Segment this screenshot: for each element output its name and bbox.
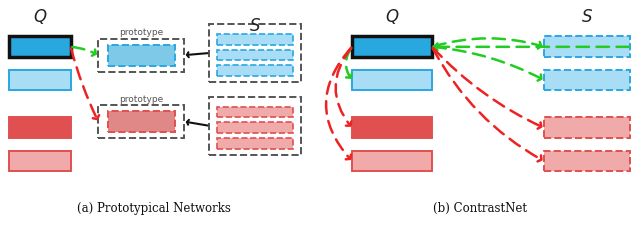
Bar [544, 70, 630, 90]
Bar [9, 118, 70, 138]
Bar [209, 24, 301, 82]
Bar [9, 151, 70, 171]
Bar [9, 70, 70, 90]
Bar [352, 151, 432, 171]
Bar [216, 138, 293, 149]
Bar [9, 36, 70, 57]
Bar [352, 36, 432, 57]
Bar [108, 45, 175, 66]
Bar [99, 105, 184, 138]
Bar [352, 118, 432, 138]
Bar [352, 70, 432, 90]
Bar [209, 97, 301, 155]
Bar [216, 107, 293, 118]
Bar [216, 65, 293, 76]
Text: $S$: $S$ [581, 9, 593, 26]
Text: $S$: $S$ [249, 18, 261, 35]
Bar [216, 50, 293, 60]
Text: $Q$: $Q$ [385, 7, 399, 26]
Bar [216, 122, 293, 133]
Text: prototype: prototype [119, 95, 163, 104]
Text: (b) ContrastNet: (b) ContrastNet [433, 202, 527, 215]
Bar [108, 111, 175, 132]
Bar [544, 151, 630, 171]
Bar [99, 38, 184, 72]
Bar [544, 36, 630, 57]
Bar [216, 34, 293, 45]
Text: prototype: prototype [119, 29, 163, 38]
Text: (a) Prototypical Networks: (a) Prototypical Networks [77, 202, 230, 215]
Bar [544, 118, 630, 138]
Text: $Q$: $Q$ [33, 7, 47, 26]
